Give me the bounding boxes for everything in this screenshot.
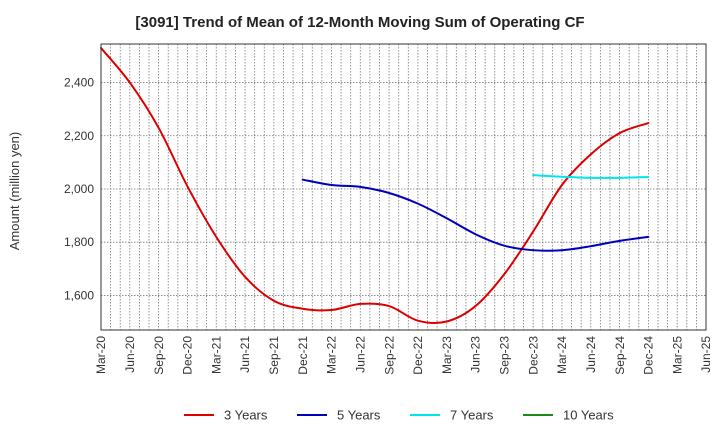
x-tick-label: Jun-20 [123,336,137,373]
series-line-3-years [100,46,650,324]
legend[interactable]: 3 Years 5 Years 7 Years 10 Years [184,408,614,423]
x-tick-label: Mar-21 [209,336,223,374]
legend-label: 10 Years [563,408,614,423]
y-gridlines [101,82,706,296]
x-tick-label: Sep-20 [152,336,166,375]
x-tick-label: Dec-20 [181,336,195,375]
x-gridlines [110,44,697,330]
plot-frame [100,43,707,331]
legend-label: 5 Years [337,408,381,423]
x-tick-label: Sep-22 [382,336,396,375]
y-axis-title: Amount (million yen) [7,132,22,251]
x-axis-tick-labels: Mar-20 Jun-20 Sep-20 Dec-20 Mar-21 Jun-21 Sep-… [94,336,713,375]
x-tick-label: Sep-23 [498,336,512,375]
x-tick-label: Jun-25 [699,336,713,373]
x-tick-label: Dec-24 [642,336,656,375]
x-tick-label: Mar-25 [670,336,684,374]
y-tick-label: 2,200 [64,129,94,143]
y-tick-label: 1,800 [64,235,94,249]
y-tick-label: 1,600 [64,288,94,302]
x-tick-label: Sep-24 [613,336,627,375]
x-tick-label: Mar-23 [440,336,454,374]
legend-item-7-years[interactable]: 7 Years [410,408,494,423]
x-tick-label: Sep-21 [267,336,281,375]
x-tick-label: Jun-24 [584,336,598,373]
legend-item-3-years[interactable]: 3 Years [184,408,268,423]
x-tick-label: Jun-21 [238,336,252,373]
y-tick-label: 2,400 [64,76,94,90]
y-axis-tick-labels: 1,600 1,800 2,000 2,200 2,400 [64,76,94,303]
x-tick-label: Jun-23 [469,336,483,373]
series-line-7-years [532,174,650,179]
chart-title: [3091] Trend of Mean of 12-Month Moving … [135,14,585,31]
legend-label: 3 Years [224,408,268,423]
x-tick-label: Jun-22 [353,336,367,373]
x-tick-label: Mar-20 [94,336,108,374]
legend-item-5-years[interactable]: 5 Years [297,408,381,423]
x-tick-label: Dec-21 [296,336,310,375]
plot-border [100,43,707,331]
legend-label: 7 Years [450,408,494,423]
x-tick-label: Dec-22 [411,336,425,375]
x-tick-label: Mar-24 [555,336,569,374]
plot-area [101,44,706,330]
plot-background [101,44,706,330]
legend-item-10-years[interactable]: 10 Years [523,408,614,423]
series-line-5-years [301,178,650,252]
y-tick-label: 2,000 [64,182,94,196]
series-lines [100,46,650,324]
x-tick-label: Dec-23 [526,336,540,375]
x-tick-label: Mar-22 [325,336,339,374]
